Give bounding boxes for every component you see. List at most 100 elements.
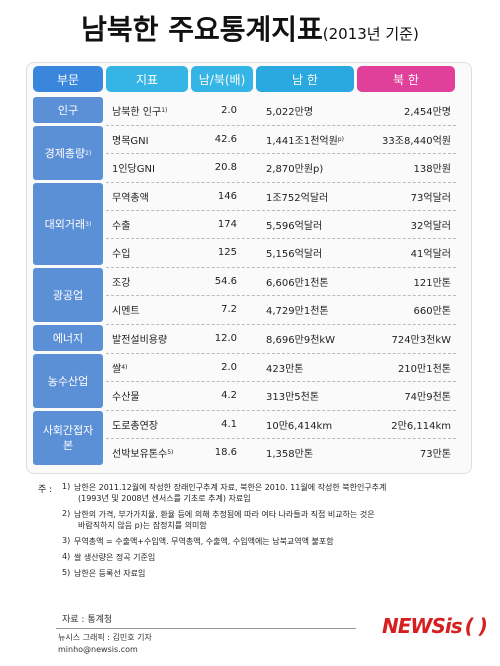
note-marker: 1) xyxy=(62,482,71,491)
credit: 뉴시스 그래픽 : 김민호 기자 xyxy=(58,633,152,642)
indicator: 무역총액 xyxy=(112,182,149,210)
indicator-text: 발전설비용량 xyxy=(112,334,168,346)
header-cell: 북 한 xyxy=(357,66,455,92)
note-marker: 3) xyxy=(62,536,71,545)
group-cell: 농수산업 xyxy=(33,354,103,408)
indicator-text: 남북한 인구 xyxy=(112,106,162,118)
notes-label: 주 : xyxy=(38,485,53,495)
group-cell: 경제총량 2) xyxy=(33,126,103,180)
south-text: 1,441조1천억원 xyxy=(266,135,338,147)
indicator-note: 1) xyxy=(161,106,168,114)
group-name: 농수산업 xyxy=(47,374,89,388)
ratio: 4.1 xyxy=(221,418,237,430)
source: 자료 : 통계청 xyxy=(62,615,113,625)
row-separator xyxy=(106,410,456,411)
indicator: 선박보유톤수 5) xyxy=(112,438,173,466)
ratio: 4.2 xyxy=(221,389,237,401)
row-separator xyxy=(106,381,456,382)
south-value: 1,441조1천억원 p) xyxy=(266,125,344,153)
indicator: 시멘트 xyxy=(112,295,140,323)
ratio: 125 xyxy=(217,246,237,258)
south-text: 10만6,414km xyxy=(266,420,333,432)
south-text: 5,596억달러 xyxy=(266,220,323,232)
row-separator xyxy=(106,182,456,183)
row-separator xyxy=(106,267,456,268)
ratio: 2.0 xyxy=(221,361,237,373)
note-marker: 4) xyxy=(62,552,71,561)
south-text: 313만5천톤 xyxy=(266,391,320,403)
north-value: 210만1천톤 xyxy=(397,363,451,375)
row-separator xyxy=(106,125,456,126)
indicator-text: 선박보유톤수 xyxy=(112,448,168,460)
title-block: 남북한 주요통계지표(2013년 기준) xyxy=(0,8,500,48)
south-text: 1조752억달러 xyxy=(266,192,329,204)
row-separator xyxy=(106,153,456,154)
indicator: 수입 xyxy=(112,238,130,266)
row-separator xyxy=(106,438,456,439)
header-cell: 부문 xyxy=(33,66,103,92)
indicator-note: 4) xyxy=(121,363,128,371)
south-text: 2,870만원p) xyxy=(266,163,324,175)
row-separator xyxy=(106,295,456,296)
south-text: 5,156억달러 xyxy=(266,248,323,260)
north-value: 41억달러 xyxy=(410,248,451,260)
group-name: 에너지 xyxy=(52,331,84,345)
note-marker: 5) xyxy=(62,568,71,577)
note-marker: 2) xyxy=(62,509,71,518)
ratio: 7.2 xyxy=(221,303,237,315)
row-separator xyxy=(106,324,456,325)
header-cell: 남/북(배) xyxy=(191,66,253,92)
south-note: p) xyxy=(337,135,344,143)
south-value: 5,596억달러 xyxy=(266,210,322,238)
ratio: 146 xyxy=(217,190,237,202)
indicator-text: 쌀 xyxy=(112,363,122,375)
indicator: 쌀 4) xyxy=(112,353,127,381)
note-line: 남한은 등록선 자료임 xyxy=(74,569,146,578)
indicator: 수산물 xyxy=(112,381,140,409)
south-value: 1,358만톤 xyxy=(266,438,313,466)
group-name: 인구 xyxy=(57,103,79,117)
group-cell: 사회간접자본 xyxy=(33,411,103,465)
indicator-text: 1인당GNI xyxy=(112,163,155,175)
indicator-text: 시멘트 xyxy=(112,305,140,317)
south-text: 4,729만1천톤 xyxy=(266,305,329,317)
ratio: 18.6 xyxy=(214,446,237,458)
indicator: 1인당GNI xyxy=(112,153,155,181)
header-cell: 남 한 xyxy=(256,66,354,92)
note-line: 쌀 생산량은 정곡 기준임 xyxy=(74,553,156,562)
group-name: 경제총량 xyxy=(44,146,86,160)
south-value: 10만6,414km xyxy=(266,410,332,438)
indicator-text: 수입 xyxy=(112,248,131,260)
group-note: 3) xyxy=(85,220,92,228)
group-name: 광공업 xyxy=(52,288,84,302)
group-cell: 인구 xyxy=(33,97,103,123)
north-value: 121만톤 xyxy=(413,277,452,289)
indicator: 조강 xyxy=(112,267,130,295)
divider xyxy=(56,628,356,629)
south-text: 423만톤 xyxy=(266,363,304,375)
note-line: (1993년 및 2008년 센서스를 기초로 추계) 자료임 xyxy=(78,494,251,503)
north-value: 73만톤 xyxy=(419,448,451,460)
group-note: 2) xyxy=(85,149,92,157)
south-value: 5,022만명 xyxy=(266,96,313,124)
row-separator xyxy=(106,353,456,354)
indicator: 도로총연장 xyxy=(112,410,158,438)
south-value: 313만5천톤 xyxy=(266,381,319,409)
south-value: 423만톤 xyxy=(266,353,304,381)
note-line: 남한은 2011.12월에 작성한 장래인구추계 자료, 북한은 2010. 1… xyxy=(74,483,387,492)
indicator: 명목GNI xyxy=(112,125,149,153)
indicator-text: 수산물 xyxy=(112,391,140,403)
email: minho@newsis.com xyxy=(58,645,138,654)
indicator: 남북한 인구 1) xyxy=(112,96,167,124)
logo-paren: ( ) xyxy=(464,614,488,638)
north-value: 724만3천kW xyxy=(391,334,451,346)
indicator-text: 조강 xyxy=(112,277,131,289)
indicator: 수출 xyxy=(112,210,130,238)
note-line: 남한의 가격, 부가가치율, 환율 등에 의해 추정됨에 따라 여타 나라들과 … xyxy=(74,510,375,519)
group-name: 사회간접자본 xyxy=(42,424,94,452)
ratio: 20.8 xyxy=(214,161,237,173)
indicator-text: 도로총연장 xyxy=(112,420,158,432)
indicator-note: 5) xyxy=(167,448,174,456)
south-text: 5,022만명 xyxy=(266,106,314,118)
header-cell: 지표 xyxy=(106,66,188,92)
